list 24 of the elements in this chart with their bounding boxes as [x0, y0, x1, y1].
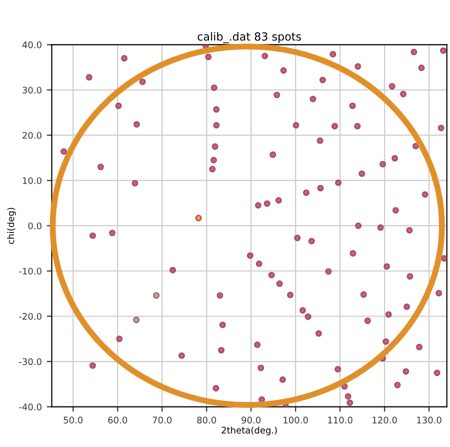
x-tick-label: 80.0	[197, 416, 216, 424]
y-tick-label: 20.0	[22, 132, 42, 139]
y-axis-title: chi(deg)	[7, 208, 16, 244]
y-tick-label: -20.0	[19, 312, 42, 320]
x-tick-label: 70.0	[152, 416, 172, 424]
point	[195, 214, 202, 222]
chart-title: calib_.dat 83 spots	[198, 32, 301, 44]
y-tick-label: -40.0	[19, 404, 42, 410]
x-tick-label: 110.0	[328, 416, 352, 424]
x-tick-label: 120.0	[372, 416, 397, 424]
x-tick-label: 130.0	[417, 416, 442, 424]
x-tick-label: 90.0	[242, 416, 261, 424]
x-tick-label: 60.0	[108, 416, 128, 424]
x-tick-label: 50.0	[64, 416, 83, 424]
x-tick-label: 100.0	[284, 416, 308, 424]
y-tick-label: 0.0	[28, 222, 42, 230]
point	[133, 316, 140, 324]
y-tick-label: -30.0	[19, 358, 42, 366]
y-tick-label: 40.0	[22, 41, 42, 48]
y-tick-label: -10.0	[19, 268, 42, 275]
y-tick-label: 10.0	[22, 177, 42, 184]
point	[153, 292, 160, 299]
y-tick-label: 30.0	[22, 86, 42, 94]
x-axis-title: 2theta(deg.)	[222, 426, 277, 436]
